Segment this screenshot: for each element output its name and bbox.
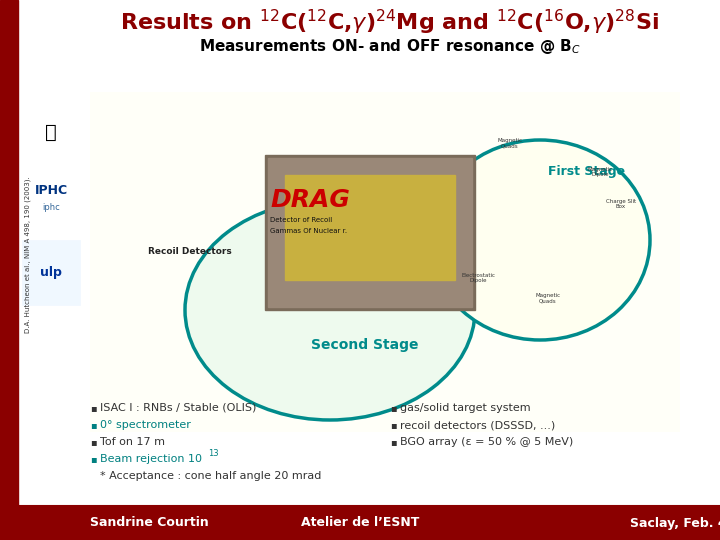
Bar (0, 506, 720, 540)
Text: Electrostatic
Dipole: Electrostatic Dipole (461, 273, 495, 284)
Text: ▪: ▪ (90, 420, 96, 430)
Text: D.A. Hutcheon et al., NIM A 498, 190 (2003).: D.A. Hutcheon et al., NIM A 498, 190 (20… (24, 177, 31, 333)
Text: Second Stage: Second Stage (311, 338, 419, 352)
Text: ▪: ▪ (390, 437, 397, 447)
Bar (22, 168, 80, 230)
Text: gas/solid target system: gas/solid target system (400, 403, 531, 413)
Text: Magnetic
Dipole: Magnetic Dipole (588, 167, 613, 178)
Bar (285, 175, 455, 280)
Text: Sandrine Courtin: Sandrine Courtin (90, 516, 209, 530)
Bar (22, 105, 80, 160)
Text: Beam rejection 10: Beam rejection 10 (100, 454, 202, 464)
Text: ▪: ▪ (390, 420, 397, 430)
Text: Magnetic
Quads: Magnetic Quads (536, 293, 561, 303)
Text: iphc: iphc (42, 202, 60, 212)
Bar (265, 155, 475, 310)
Text: Saclay, Feb. 4-6 / 2008: Saclay, Feb. 4-6 / 2008 (630, 516, 720, 530)
Text: BGO array (ε = 50 % @ 5 MeV): BGO array (ε = 50 % @ 5 MeV) (400, 437, 573, 447)
Text: * Acceptance : cone half angle 20 mrad: * Acceptance : cone half angle 20 mrad (100, 471, 321, 481)
Text: First Stage: First Stage (549, 165, 626, 179)
Text: ISAC I : RNBs / Stable (OLIS): ISAC I : RNBs / Stable (OLIS) (100, 403, 256, 413)
Bar (268, 158, 472, 307)
Text: Detector of Recoil: Detector of Recoil (270, 217, 332, 223)
Ellipse shape (430, 140, 650, 340)
Text: DRAG: DRAG (270, 188, 350, 212)
Text: ▪: ▪ (90, 437, 96, 447)
Bar (22, 240, 80, 305)
Text: Magnetic
Quads: Magnetic Quads (498, 138, 523, 148)
Text: Atelier de l’ESNT: Atelier de l’ESNT (301, 516, 419, 530)
Text: ▪: ▪ (390, 403, 397, 413)
Text: Results on $^{12}$C($^{12}$C,$\gamma$)$^{24}$Mg and $^{12}$C($^{16}$O,$\gamma$)$: Results on $^{12}$C($^{12}$C,$\gamma$)$^… (120, 8, 660, 37)
Text: recoil detectors (DSSSD, ...): recoil detectors (DSSSD, ...) (400, 420, 555, 430)
Text: 0° spectrometer: 0° spectrometer (100, 420, 191, 430)
Text: Recoil Detectors: Recoil Detectors (148, 247, 232, 256)
Text: Gammas Of Nuclear r.: Gammas Of Nuclear r. (270, 228, 347, 234)
Text: Tof on 17 m: Tof on 17 m (100, 437, 165, 447)
Text: 🐉: 🐉 (45, 123, 57, 142)
Bar (90, 92, 680, 432)
Text: ulp: ulp (40, 266, 62, 279)
Text: ▪: ▪ (90, 403, 96, 413)
Text: Measurements ON- and OFF resonance @ B$_C$: Measurements ON- and OFF resonance @ B$_… (199, 37, 581, 56)
Text: 13: 13 (208, 449, 219, 458)
Ellipse shape (185, 200, 475, 420)
Text: ▪: ▪ (90, 454, 96, 464)
Text: IPHC: IPHC (35, 185, 68, 198)
Bar (0, 0, 18, 540)
Text: Charge Slit
Box: Charge Slit Box (606, 199, 636, 210)
